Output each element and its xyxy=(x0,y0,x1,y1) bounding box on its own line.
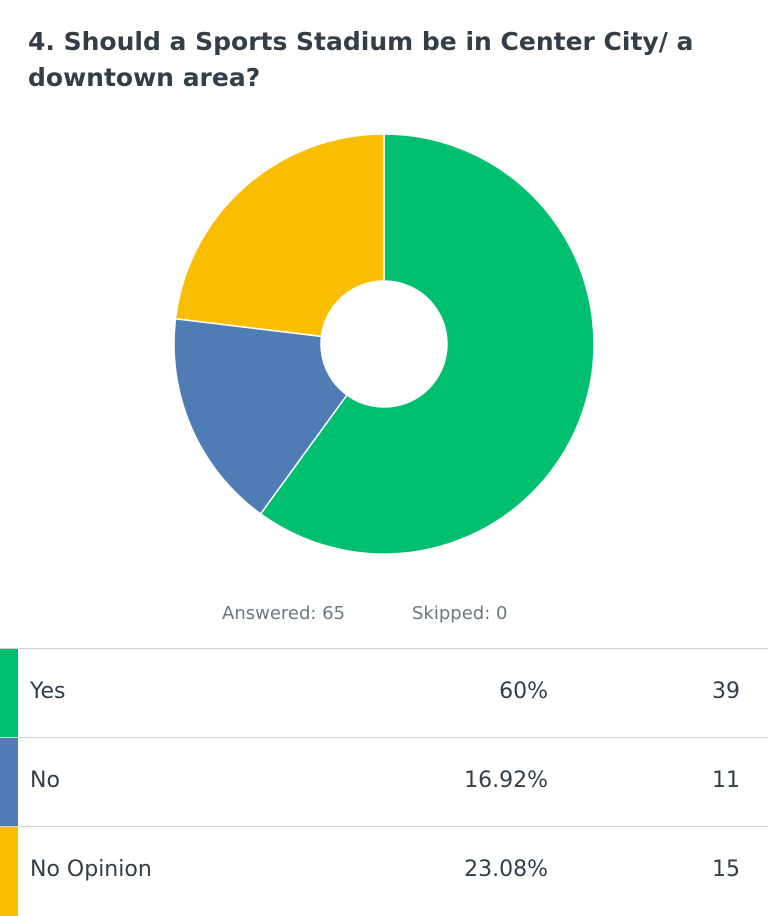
table-row: No 16.92% 11 xyxy=(0,737,768,827)
page: 4. Should a Sports Stadium be in Center … xyxy=(0,27,768,916)
answer-percent: 23.08% xyxy=(464,857,548,882)
color-swatch xyxy=(0,738,18,827)
pie-slice xyxy=(259,133,595,555)
answer-count: 11 xyxy=(712,768,740,793)
donut-chart xyxy=(173,133,595,555)
table-row: Yes 60% 39 xyxy=(0,648,768,738)
color-swatch xyxy=(0,649,18,738)
answer-count: 39 xyxy=(712,679,740,704)
answered-count: Answered: 65 xyxy=(222,603,346,624)
answer-label: No xyxy=(30,768,60,793)
question-title: 4. Should a Sports Stadium be in Center … xyxy=(28,27,694,92)
table-row: No Opinion 23.08% 15 xyxy=(0,826,768,916)
color-swatch xyxy=(0,827,18,916)
answer-percent: 16.92% xyxy=(464,768,548,793)
answer-percent: 60% xyxy=(499,679,548,704)
answer-label: No Opinion xyxy=(30,857,152,882)
answer-label: Yes xyxy=(30,679,66,704)
pie-slice xyxy=(174,133,385,338)
answer-count: 15 xyxy=(712,857,740,882)
pie-slice xyxy=(173,317,349,515)
skipped-count: Skipped: 0 xyxy=(412,603,508,624)
